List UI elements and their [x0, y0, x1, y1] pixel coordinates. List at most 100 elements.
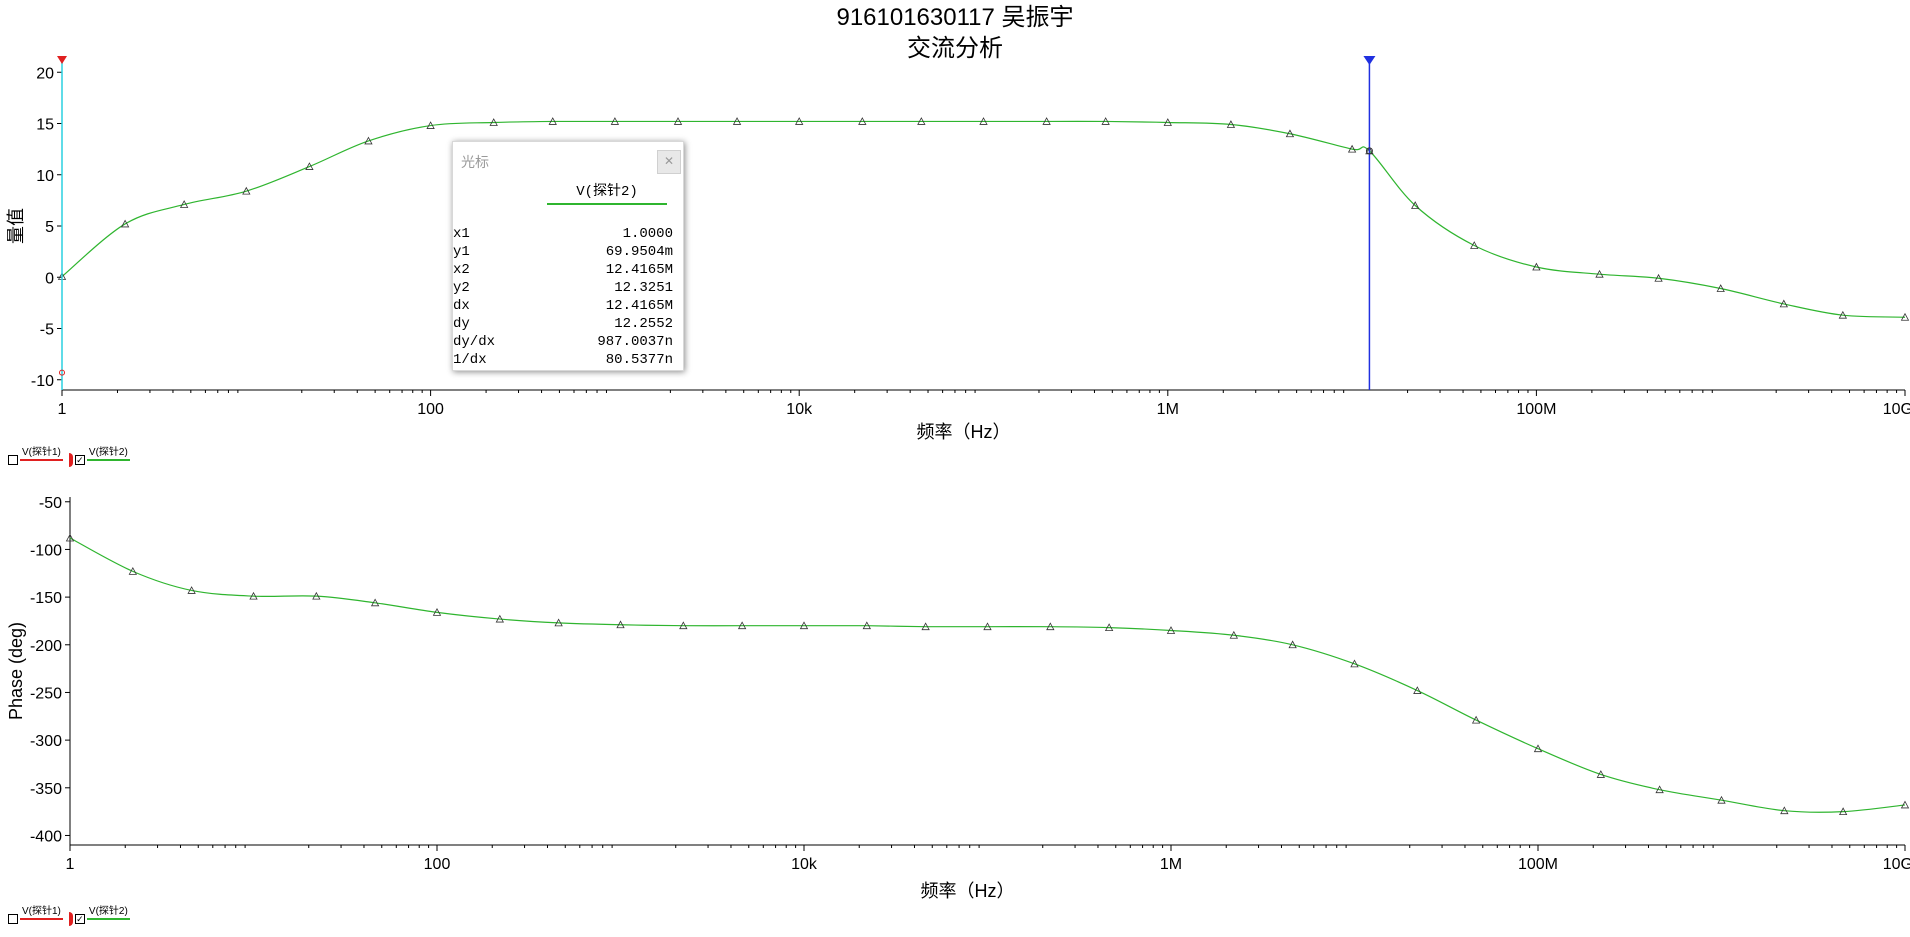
probe-marker-icon: [68, 453, 73, 467]
series-line: [69, 537, 1906, 813]
y-axis-label: 量值: [6, 208, 26, 244]
legend-top: V(探针1) ✓ V(探针2): [8, 447, 136, 467]
y-tick-label: 5: [45, 219, 54, 236]
data-point-marker: [426, 121, 435, 129]
data-point-marker: [1900, 800, 1910, 809]
x-tick-label: 1M: [1157, 401, 1179, 418]
data-point-marker: [1285, 129, 1295, 138]
legend-label-probe1: V(探针1): [20, 906, 63, 920]
x-tick-label: 100: [417, 401, 444, 418]
data-point-marker: [1163, 118, 1172, 126]
data-point-marker: [1226, 120, 1236, 128]
y-axis-label: Phase (deg): [6, 622, 26, 720]
y-tick-label: -150: [30, 590, 62, 607]
cursor-panel[interactable]: 光标 ✕ V(探针2) x1 1.0000 y1 69.9504m x2 12.416…: [452, 141, 684, 371]
data-point-marker: [1104, 623, 1114, 632]
cursor-row: dx 12.4165M: [453, 298, 673, 314]
data-point-marker: [1166, 626, 1176, 634]
close-icon[interactable]: ✕: [657, 150, 681, 174]
legend-label-probe1: V(探针1): [20, 447, 63, 461]
data-point-marker: [1655, 785, 1664, 794]
x-tick-label: 10k: [791, 856, 818, 873]
y-tick-label: 10: [36, 168, 54, 185]
data-point-marker: [432, 608, 442, 616]
data-point-marker: [1716, 284, 1725, 292]
x-tick-label: 100M: [1516, 401, 1556, 418]
legend-item-probe2[interactable]: ✓ V(探针2): [68, 447, 130, 467]
data-point-marker: [120, 219, 130, 228]
y-tick-label: -400: [30, 828, 62, 845]
legend-bottom: V(探针1) ✓ V(探针2): [8, 906, 136, 926]
data-point-marker: [1470, 241, 1479, 249]
data-point-marker: [1780, 806, 1789, 815]
legend-checkbox-probe2[interactable]: ✓: [74, 455, 85, 465]
data-point-marker: [858, 117, 867, 125]
data-point-marker: [242, 186, 251, 195]
x-tick-label: 1: [58, 401, 67, 418]
data-point-marker: [917, 117, 926, 125]
x-tick-label: 10G: [1883, 856, 1910, 873]
legend-label-probe2: V(探针2): [86, 447, 130, 461]
data-point-marker: [65, 533, 75, 542]
cursor-row: y1 69.9504m: [453, 244, 673, 260]
data-point-marker: [1042, 117, 1051, 125]
y-tick-label: -100: [30, 542, 62, 559]
legend-item-probe1[interactable]: V(探针1): [8, 447, 63, 465]
data-point-marker: [1596, 770, 1605, 778]
data-point-marker: [1533, 744, 1543, 753]
data-point-marker: [1411, 201, 1420, 209]
data-point-marker: [1229, 630, 1238, 639]
data-point-marker: [370, 598, 380, 607]
data-point-marker: [1717, 795, 1726, 804]
data-point-marker: [1900, 312, 1910, 321]
data-point-marker: [489, 118, 498, 126]
data-point-marker: [249, 591, 258, 600]
cursor-row: x1 1.0000: [453, 226, 673, 242]
data-point-marker: [1838, 807, 1848, 816]
cursor-1-marker: [57, 56, 67, 64]
title-line-2: 交流分析: [907, 35, 1003, 62]
data-point-marker: [1350, 659, 1359, 668]
data-point-marker: [495, 614, 505, 623]
cursor-row: x2 12.4165M: [453, 262, 673, 278]
y-tick-label: 15: [36, 117, 54, 134]
legend-label-probe2: V(探针2): [86, 906, 130, 920]
legend-item-probe1[interactable]: V(探针1): [8, 906, 63, 924]
data-point-marker: [795, 117, 804, 125]
data-point-marker: [983, 622, 992, 631]
y-tick-label: -50: [39, 495, 62, 512]
x-tick-label: 100: [424, 856, 451, 873]
x-tick-label: 1: [66, 856, 75, 873]
y-tick-label: 20: [36, 65, 54, 82]
data-point-marker: [616, 620, 625, 629]
x-tick-label: 10G: [1883, 401, 1910, 418]
data-point-marker: [799, 621, 809, 630]
x-axis-label: 频率（Hz）: [921, 881, 1015, 901]
data-point-marker: [364, 136, 373, 145]
legend-item-probe2[interactable]: ✓ V(探针2): [68, 906, 130, 926]
data-point-marker: [187, 586, 196, 594]
y-tick-label: -300: [30, 733, 62, 750]
cursor-row: 1/dx 80.5377n: [453, 352, 673, 368]
cursor-2-intersection: [1365, 147, 1373, 155]
data-point-marker: [732, 117, 742, 125]
cursor-row: dy/dx 987.0037n: [453, 334, 673, 350]
data-point-marker: [673, 117, 683, 125]
cursor-column-header: V(探针2): [547, 180, 667, 205]
legend-checkbox-probe1[interactable]: [8, 455, 18, 465]
cursor-row: dy 12.2552: [453, 316, 673, 332]
y-tick-label: 0: [45, 270, 54, 287]
chart-title: 916101630117 吴振宇 交流分析: [0, 2, 1910, 64]
legend-checkbox-probe2[interactable]: ✓: [74, 914, 85, 924]
x-tick-label: 10k: [786, 401, 813, 418]
data-point-marker: [1101, 117, 1110, 125]
data-point-marker: [979, 117, 988, 125]
legend-checkbox-probe1[interactable]: [8, 914, 18, 924]
data-point-marker: [128, 567, 138, 575]
data-point-marker: [862, 621, 872, 630]
data-point-marker: [921, 622, 930, 631]
data-point-marker: [1838, 310, 1848, 319]
data-point-marker: [1595, 269, 1604, 278]
